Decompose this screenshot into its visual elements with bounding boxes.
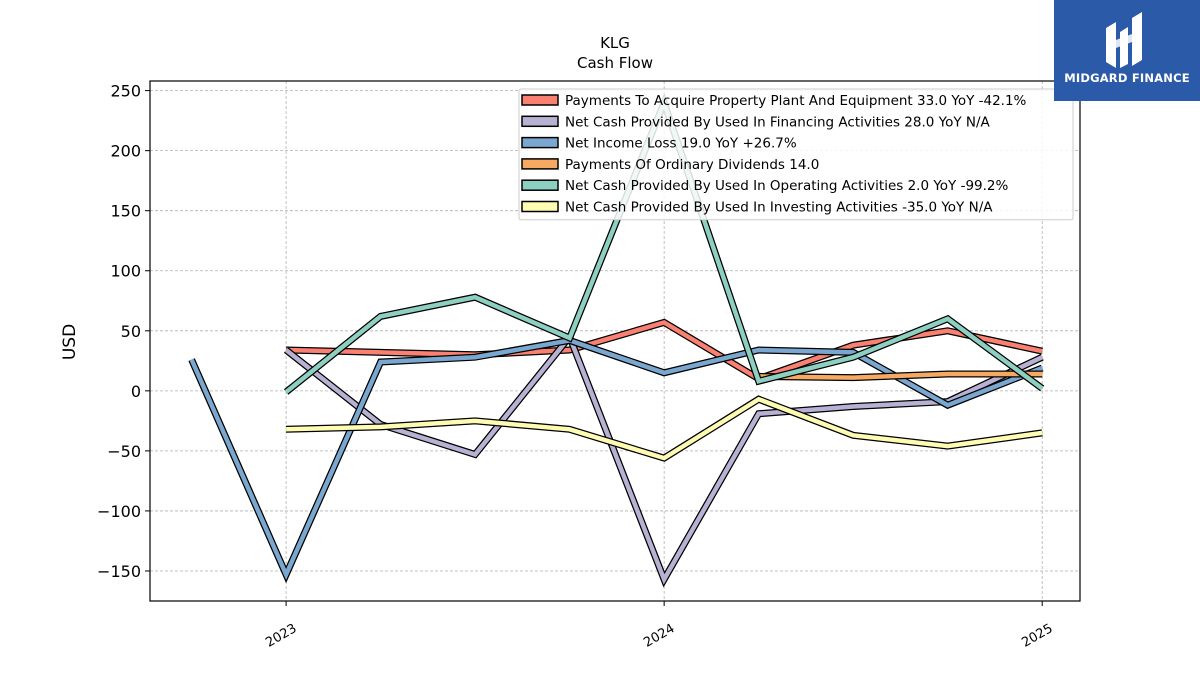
series-line-3 (758, 370, 1043, 382)
legend-swatch (521, 94, 559, 106)
series-stroke (286, 396, 1043, 461)
y-tick-label: 50 (121, 322, 141, 341)
series-stroke (758, 371, 1043, 380)
axes: −150 −100 −50 0 50 100 150 200 250 2023 2024 2025 (97, 80, 1081, 651)
y-tick-label: −100 (97, 502, 141, 521)
y-tick-label: 0 (131, 382, 141, 401)
y-axis-label: USD (60, 324, 80, 360)
brand-logo: MIDGARD FINANCE (1054, 0, 1200, 101)
legend-label: Net Income Loss 19.0 YoY +26.7% (565, 136, 797, 152)
legend-label: Payments Of Ordinary Dividends 14.0 (565, 157, 819, 173)
y-tick-label: 100 (110, 262, 141, 281)
y-tick-label: 250 (110, 82, 141, 101)
legend-label: Payments To Acquire Property Plant And E… (565, 93, 1027, 109)
legend-swatch (521, 200, 559, 213)
series-line-5 (286, 395, 1043, 462)
legend-item: Payments To Acquire Property Plant And E… (521, 93, 1027, 109)
legend: Payments To Acquire Property Plant And E… (518, 88, 1074, 221)
y-tick-label: 200 (110, 142, 141, 161)
legend-box (518, 88, 1074, 221)
series-line-1 (283, 329, 1044, 588)
y-tick-label: −150 (97, 562, 141, 581)
legend-swatch (521, 136, 559, 149)
legend-swatch (521, 179, 559, 191)
legend-item: Net Cash Provided By Used In Operating A… (521, 178, 1009, 194)
legend-item: Net Cash Provided By Used In Financing A… (521, 114, 991, 130)
legend-item: Net Income Loss 19.0 YoY +26.7% (521, 136, 797, 152)
legend-item: Payments Of Ordinary Dividends 14.0 (521, 157, 819, 173)
x-tick-label: 2024 (641, 621, 677, 651)
brand-name: MIDGARD FINANCE (1064, 71, 1190, 85)
legend-label: Net Cash Provided By Used In Operating A… (565, 178, 1009, 194)
legend-swatch (521, 115, 559, 128)
legend-swatch (521, 158, 559, 170)
legend-label: Net Cash Provided By Used In Investing A… (565, 200, 993, 216)
y-tick-label: −50 (107, 442, 141, 461)
legend-label: Net Cash Provided By Used In Financing A… (565, 114, 991, 130)
series-stroke (284, 332, 1044, 585)
plot-frame (149, 80, 1081, 602)
midgard-logo-icon (1106, 12, 1142, 68)
legend-item: Net Cash Provided By Used In Investing A… (521, 200, 993, 216)
chart-subtitle: Cash Flow (577, 54, 653, 72)
x-tick-label: 2025 (1019, 621, 1055, 651)
x-tick-label: 2023 (263, 621, 299, 651)
y-tick-label: 150 (110, 202, 141, 221)
chart-title: KLG (600, 34, 630, 52)
series-lines (188, 92, 1045, 588)
